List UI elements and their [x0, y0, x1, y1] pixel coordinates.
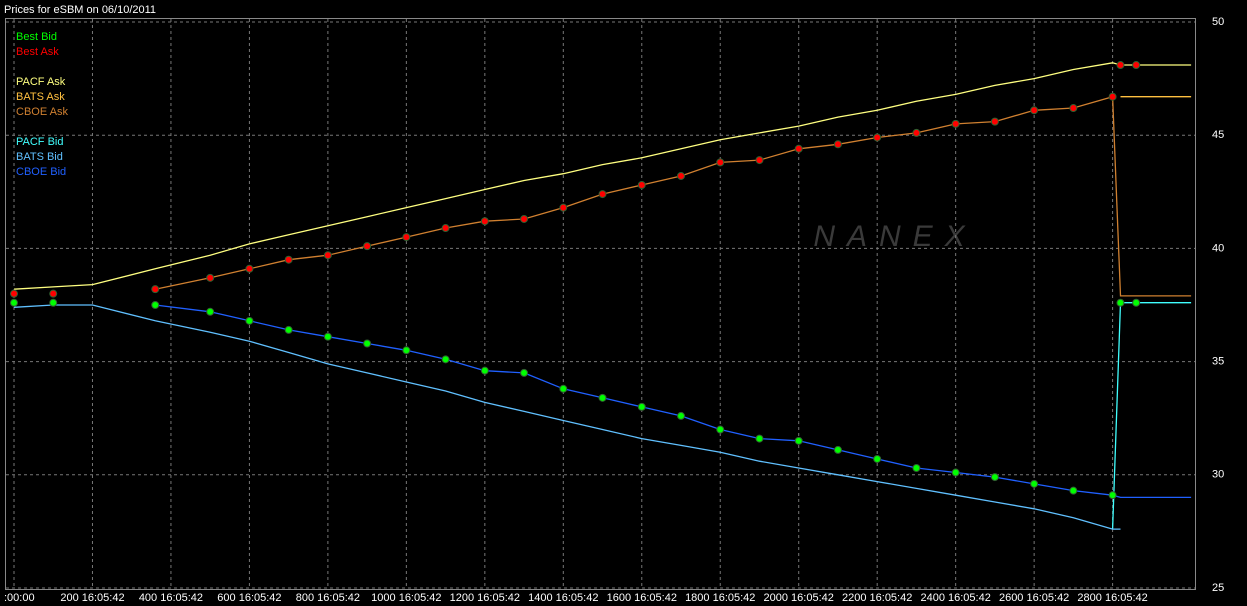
x-tick-label: 800 16:05:42: [296, 592, 360, 604]
marker: [677, 171, 686, 180]
marker: [755, 156, 764, 165]
marker: [990, 473, 999, 482]
marker: [151, 301, 160, 309]
watermark: NANEX: [813, 220, 976, 253]
marker: [833, 140, 842, 149]
x-tick-label: 2000 16:05:42: [764, 592, 834, 604]
marker: [873, 454, 882, 463]
x-tick-label: 400 16:05:42: [139, 592, 203, 604]
marker: [1069, 104, 1078, 113]
marker: [990, 117, 999, 126]
marker: [441, 355, 450, 364]
marker: [206, 307, 215, 316]
marker: [49, 298, 58, 307]
legend-entry: Best Bid: [16, 31, 57, 43]
y-tick-label: 40: [1212, 242, 1224, 254]
x-tick-label: 1400 16:05:42: [528, 592, 598, 604]
marker: [284, 255, 293, 264]
marker: [1132, 61, 1141, 70]
marker: [912, 464, 921, 473]
marker: [677, 411, 686, 420]
x-tick-label: 1200 16:05:42: [450, 592, 520, 604]
marker: [206, 273, 215, 282]
marker: [794, 144, 803, 153]
series-line: [155, 304, 1192, 499]
series-line: [13, 304, 1121, 530]
marker: [151, 285, 160, 294]
plot-frame: [5, 18, 1196, 590]
marker: [323, 332, 332, 341]
x-tick-label: 1600 16:05:42: [607, 592, 677, 604]
marker: [637, 181, 646, 190]
x-tick-label: :00:00: [4, 592, 35, 604]
legend-entry: CBOE Bid: [16, 166, 66, 178]
legend-entry: PACF Bid: [16, 136, 63, 148]
x-tick-label: 600 16:05:42: [217, 592, 281, 604]
marker: [245, 316, 254, 325]
marker: [559, 203, 568, 212]
marker: [520, 214, 529, 223]
marker: [637, 402, 646, 411]
marker: [49, 289, 58, 298]
marker: [480, 366, 489, 375]
marker: [716, 425, 725, 434]
marker: [1030, 479, 1039, 488]
legend-entry: PACF Ask: [16, 76, 66, 88]
legend-entry: BATS Bid: [16, 151, 63, 163]
marker: [951, 119, 960, 128]
marker: [598, 393, 607, 402]
y-tick-label: 25: [1212, 582, 1224, 594]
marker: [284, 325, 293, 334]
marker: [598, 190, 607, 199]
legend-entry: CBOE Ask: [16, 106, 68, 118]
marker: [441, 224, 450, 233]
chart-title: Prices for eSBM on 06/10/2011: [4, 4, 156, 16]
marker: [1069, 486, 1078, 495]
y-tick-label: 35: [1212, 356, 1224, 368]
legend-entry: BATS Ask: [16, 91, 65, 103]
marker: [520, 368, 529, 377]
marker: [1116, 298, 1125, 307]
x-tick-label: 2800 16:05:42: [1077, 592, 1147, 604]
marker: [912, 128, 921, 137]
marker: [363, 339, 372, 348]
marker: [402, 233, 411, 242]
y-tick-label: 50: [1212, 16, 1224, 28]
marker: [1108, 491, 1117, 500]
x-tick-label: 2600 16:05:42: [999, 592, 1069, 604]
marker: [245, 264, 254, 273]
marker: [363, 242, 372, 251]
marker: [10, 289, 18, 298]
legend-entry: Best Ask: [16, 46, 59, 58]
marker: [402, 346, 411, 355]
marker: [323, 251, 332, 260]
x-tick-label: 200 16:05:42: [60, 592, 124, 604]
x-tick-label: 1000 16:05:42: [371, 592, 441, 604]
series-line: [1111, 302, 1192, 530]
marker: [873, 133, 882, 142]
x-tick-label: 1800 16:05:42: [685, 592, 755, 604]
marker: [1132, 298, 1141, 307]
marker: [833, 445, 842, 454]
y-tick-label: 45: [1212, 129, 1224, 141]
series-line: [13, 62, 1192, 290]
x-tick-label: 2400 16:05:42: [920, 592, 990, 604]
marker: [794, 436, 803, 445]
marker: [755, 434, 764, 443]
marker: [1030, 106, 1039, 115]
marker: [1116, 61, 1125, 70]
x-tick-label: 2200 16:05:42: [842, 592, 912, 604]
marker: [10, 298, 18, 307]
marker: [951, 468, 960, 477]
marker: [1108, 92, 1117, 101]
marker: [480, 217, 489, 226]
y-tick-label: 30: [1212, 469, 1224, 481]
marker: [716, 158, 725, 167]
marker: [559, 384, 568, 393]
series-line: [155, 95, 1192, 297]
